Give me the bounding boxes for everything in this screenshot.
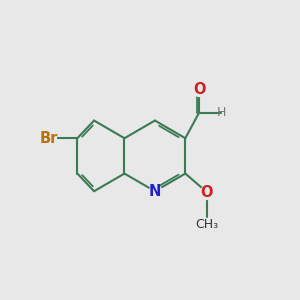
Text: H: H [217,106,226,119]
Text: O: O [201,185,213,200]
Text: N: N [149,184,161,199]
Text: Br: Br [40,131,58,146]
Text: O: O [193,82,205,97]
Text: CH₃: CH₃ [195,218,218,231]
